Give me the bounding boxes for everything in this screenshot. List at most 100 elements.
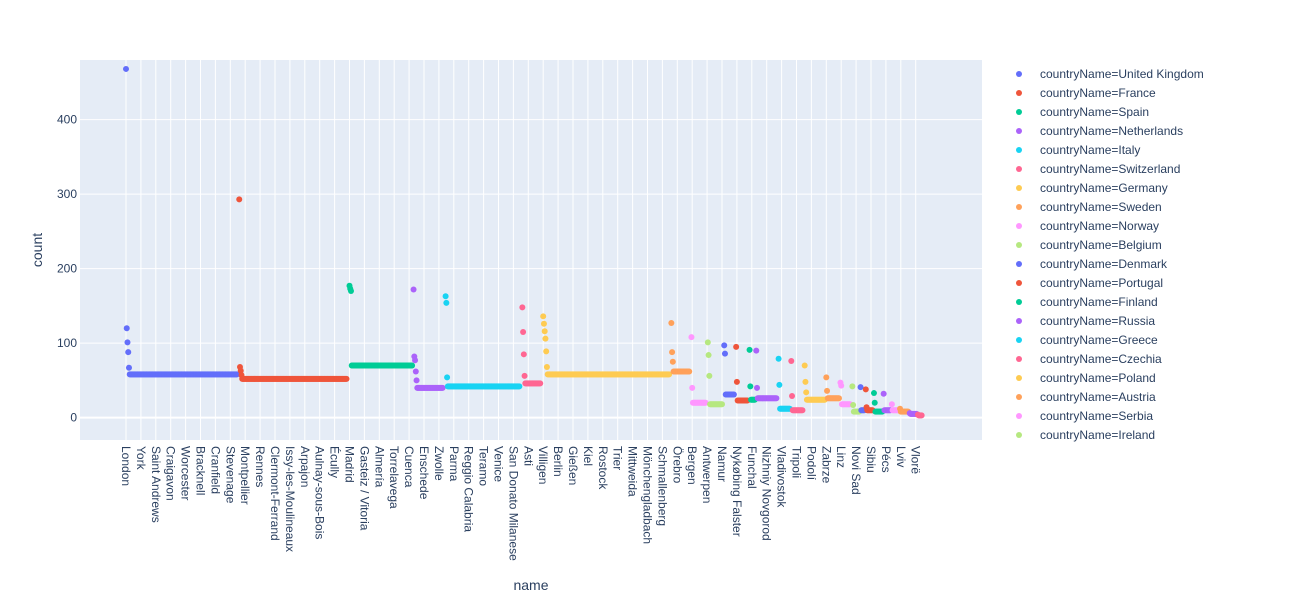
x-tick-label: Nizhniy Novgorod bbox=[760, 446, 774, 541]
data-point[interactable] bbox=[413, 377, 420, 384]
legend-item[interactable]: countryName=Poland bbox=[1016, 371, 1156, 385]
data-point[interactable] bbox=[124, 339, 131, 346]
data-point[interactable] bbox=[705, 352, 712, 359]
data-point[interactable] bbox=[521, 372, 528, 379]
legend-item[interactable]: countryName=Norway bbox=[1016, 219, 1159, 233]
legend-item[interactable]: countryName=France bbox=[1016, 86, 1156, 100]
data-point[interactable] bbox=[823, 374, 830, 381]
data-point[interactable] bbox=[537, 380, 544, 387]
data-point[interactable] bbox=[775, 355, 782, 362]
x-tick-label: Parma bbox=[447, 446, 461, 482]
data-point[interactable] bbox=[520, 328, 527, 335]
data-point[interactable] bbox=[540, 320, 547, 327]
x-tick-label: Novi Sad bbox=[849, 446, 863, 495]
data-point[interactable] bbox=[669, 349, 676, 356]
x-tick-label: Antwerpen bbox=[700, 446, 714, 503]
data-point[interactable] bbox=[870, 390, 877, 397]
legend-item[interactable]: countryName=Greece bbox=[1016, 333, 1158, 347]
data-point[interactable] bbox=[773, 395, 780, 402]
data-point[interactable] bbox=[862, 386, 869, 393]
data-point[interactable] bbox=[409, 362, 416, 369]
data-point[interactable] bbox=[753, 347, 760, 354]
data-point[interactable] bbox=[733, 378, 740, 385]
data-point[interactable] bbox=[835, 395, 842, 402]
data-point[interactable] bbox=[410, 286, 417, 293]
data-point[interactable] bbox=[540, 313, 547, 320]
data-point[interactable] bbox=[543, 363, 550, 370]
data-point[interactable] bbox=[412, 357, 419, 364]
data-point[interactable] bbox=[686, 368, 693, 375]
data-point[interactable] bbox=[871, 399, 878, 406]
data-point[interactable] bbox=[542, 335, 549, 342]
data-point[interactable] bbox=[824, 387, 831, 394]
legend-item[interactable]: countryName=Serbia bbox=[1016, 409, 1153, 423]
data-point[interactable] bbox=[746, 346, 753, 353]
data-point[interactable] bbox=[669, 358, 676, 365]
data-point[interactable] bbox=[802, 378, 809, 385]
legend-item[interactable]: countryName=Denmark bbox=[1016, 257, 1168, 271]
data-point[interactable] bbox=[234, 371, 241, 378]
data-point[interactable] bbox=[543, 348, 550, 355]
data-point[interactable] bbox=[123, 65, 129, 72]
data-point[interactable] bbox=[519, 304, 526, 311]
data-point[interactable] bbox=[888, 401, 895, 408]
data-point[interactable] bbox=[688, 334, 695, 341]
data-point[interactable] bbox=[721, 342, 728, 349]
legend-item[interactable]: countryName=United Kingdom bbox=[1016, 67, 1204, 81]
data-point[interactable] bbox=[125, 364, 132, 371]
x-tick-label: Torrelavega bbox=[387, 446, 401, 509]
data-point[interactable] bbox=[754, 384, 761, 391]
data-point[interactable] bbox=[719, 401, 725, 408]
legend-item[interactable]: countryName=Russia bbox=[1016, 314, 1155, 328]
legend-item[interactable]: countryName=Portugal bbox=[1016, 276, 1163, 290]
data-point[interactable] bbox=[706, 372, 713, 379]
data-point[interactable] bbox=[788, 358, 795, 365]
legend-item[interactable]: countryName=Belgium bbox=[1016, 238, 1162, 252]
legend-item[interactable]: countryName=Switzerland bbox=[1016, 162, 1180, 176]
data-point[interactable] bbox=[803, 389, 810, 396]
data-point[interactable] bbox=[801, 362, 808, 369]
data-point[interactable] bbox=[799, 407, 806, 414]
data-point[interactable] bbox=[439, 384, 446, 391]
legend-item[interactable]: countryName=Spain bbox=[1016, 105, 1149, 119]
data-point[interactable] bbox=[849, 383, 856, 390]
legend-item[interactable]: countryName=Austria bbox=[1016, 390, 1156, 404]
data-point[interactable] bbox=[123, 325, 130, 332]
data-point[interactable] bbox=[668, 320, 675, 327]
x-tick-label: Mönchengladbach bbox=[641, 446, 655, 544]
data-point[interactable] bbox=[125, 349, 132, 356]
data-point[interactable] bbox=[689, 384, 696, 391]
data-point[interactable] bbox=[918, 412, 925, 419]
legend-item[interactable]: countryName=Finland bbox=[1016, 295, 1158, 309]
data-point[interactable] bbox=[730, 391, 737, 398]
data-point[interactable] bbox=[347, 287, 354, 294]
data-point[interactable] bbox=[444, 374, 451, 381]
data-point[interactable] bbox=[733, 343, 740, 350]
data-point[interactable] bbox=[516, 383, 523, 390]
legend[interactable]: countryName=United Kingdom countryName=Fr… bbox=[1016, 67, 1204, 442]
data-point[interactable] bbox=[236, 196, 243, 203]
data-point[interactable] bbox=[412, 368, 419, 375]
data-point[interactable] bbox=[850, 401, 857, 408]
legend-item[interactable]: countryName=Netherlands bbox=[1016, 124, 1183, 138]
legend-item[interactable]: countryName=Italy bbox=[1016, 143, 1140, 157]
legend-item[interactable]: countryName=Czechia bbox=[1016, 352, 1162, 366]
data-point[interactable] bbox=[704, 339, 711, 346]
data-point[interactable] bbox=[520, 351, 527, 358]
legend-item[interactable]: countryName=Germany bbox=[1016, 181, 1168, 195]
data-point[interactable] bbox=[838, 382, 845, 389]
data-point[interactable] bbox=[666, 371, 673, 378]
data-point[interactable] bbox=[857, 384, 864, 391]
data-point[interactable] bbox=[541, 328, 548, 335]
legend-item[interactable]: countryName=Sweden bbox=[1016, 200, 1162, 214]
data-point[interactable] bbox=[442, 293, 449, 300]
data-point[interactable] bbox=[880, 390, 887, 397]
data-point[interactable] bbox=[443, 299, 450, 306]
data-point[interactable] bbox=[237, 367, 244, 374]
data-point[interactable] bbox=[776, 381, 783, 388]
data-point[interactable] bbox=[721, 350, 728, 357]
data-point[interactable] bbox=[789, 393, 796, 400]
legend-item[interactable]: countryName=Ireland bbox=[1016, 428, 1155, 442]
data-point[interactable] bbox=[343, 375, 350, 382]
data-point[interactable] bbox=[747, 383, 754, 390]
